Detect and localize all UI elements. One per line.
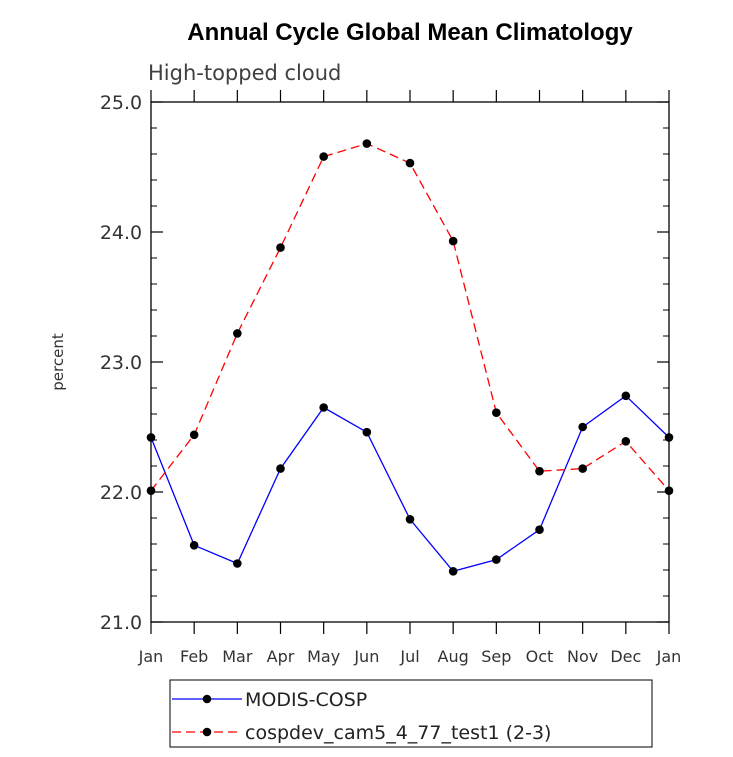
data-point-series-1 [276,464,285,473]
data-point-series-2 [492,408,501,418]
x-tick-label: Nov [567,647,598,666]
data-point-series-1 [405,515,415,524]
data-point-series-1 [535,525,544,534]
data-point-series-2 [578,464,587,473]
data-point-series-2 [276,243,285,252]
y-tick-label: 22.0 [100,482,142,504]
data-point-series-2 [535,466,544,476]
data-point-series-1 [448,567,458,576]
series-line-1 [150,394,670,573]
data-point-series-2 [319,152,328,161]
x-tick-label: Apr [267,647,295,666]
x-tick-label: Oct [526,647,554,666]
data-point-series-1 [319,403,328,412]
y-tick-label: 23.0 [100,352,142,374]
legend-marker-1 [202,694,212,704]
data-point-series-1 [189,541,199,550]
x-tick-label: Dec [610,647,641,666]
x-tick-label: Feb [180,647,208,666]
series-line-2 [150,142,670,492]
y-axis-label: percent [49,333,67,391]
x-tick-label: Aug [438,647,469,666]
legend: MODIS-COSP cospdev_cam5_4_77_test1 (2-3) [169,679,653,748]
axis-ticks [150,90,670,634]
legend-label-1: MODIS-COSP [245,689,367,711]
data-point-series-1 [233,559,242,568]
x-tick-labels: Jan Feb Mar Apr May Jun Jul Aug Sep Oct Nov Dec Jan [138,647,682,666]
legend-label-2: cospdev_cam5_4_77_test1 (2-3) [245,722,551,744]
x-tick-label: May [307,647,340,666]
data-point-series-2 [448,236,458,246]
chart-title: Annual Cycle Global Mean Climatology [187,19,633,46]
y-tick-label: 24.0 [100,222,142,244]
chart-subtitle: High-topped cloud [148,61,341,85]
data-point-series-2 [362,139,372,148]
data-point-series-1 [621,391,631,401]
x-tick-label: Jan [656,647,682,666]
y-tick-label: 25.0 [100,92,142,114]
data-point-series-2 [405,158,415,168]
data-point-series-1 [492,555,501,564]
legend-marker-2 [202,727,212,737]
x-tick-label: Jan [138,647,164,666]
data-point-series-1 [578,422,587,432]
data-point-series-1 [362,427,372,437]
x-tick-label: Mar [222,647,253,666]
y-tick-label: 21.0 [100,612,142,634]
x-tick-label: Sep [481,647,511,666]
data-point-series-2 [233,329,242,338]
data-point-series-2 [189,430,199,440]
x-tick-label: Jul [399,647,419,666]
x-tick-label: Jun [353,647,379,666]
plot-frame [150,101,670,623]
y-tick-labels: 21.0 22.0 23.0 24.0 25.0 [100,92,142,634]
legend-box [169,679,653,748]
series-layer [146,139,674,576]
data-point-series-2 [621,437,631,446]
